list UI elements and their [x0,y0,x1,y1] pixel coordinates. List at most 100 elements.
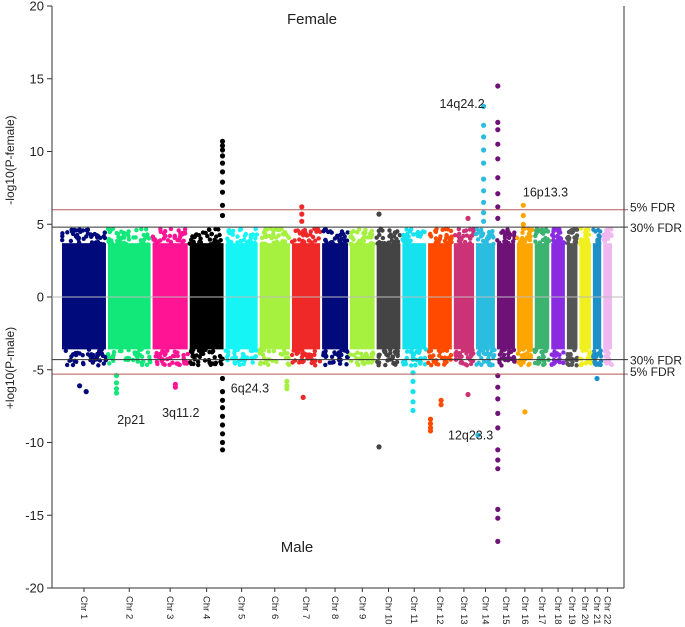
snp-point [144,362,150,367]
chr-label-3: Chr 3 [164,596,175,619]
snp-point [158,238,163,243]
snp-point [495,238,500,243]
snp-point [527,230,532,235]
snp-point [537,240,542,245]
snp-point [248,235,254,240]
snp-point [160,348,165,354]
peak-point [219,447,226,453]
snp-point [206,357,212,363]
peak-point [172,384,178,390]
band-core [402,243,427,350]
snp-point [182,361,187,366]
snp-point [608,233,613,238]
snp-point [481,359,487,364]
snp-point [158,229,163,234]
snp-point [291,348,296,353]
snp-point [63,348,68,353]
snp-point [312,348,317,354]
chr-label-7: Chr 7 [300,596,311,619]
fdr-label-4: 5% FDR [630,365,676,379]
snp-point [323,362,328,368]
snp-point [532,349,538,355]
snp-point [257,347,263,352]
chr-band-13 [453,226,476,368]
band-core [62,243,106,350]
peak-point [495,506,501,512]
peak-cluster [520,202,526,227]
peak-point [495,83,501,89]
snp-point [286,234,291,240]
snp-point [389,234,394,240]
snp-point [485,360,491,365]
snp-point [80,228,86,233]
snp-point [533,233,538,239]
snp-point [294,351,299,356]
snp-point [394,359,400,365]
peak-point [495,466,501,472]
snp-point [279,226,284,232]
snp-point [408,238,413,243]
snp-point [126,229,131,234]
snp-point [491,241,496,247]
snp-point [530,227,535,232]
snp-point [313,238,318,243]
snp-point [521,347,526,352]
snp-point [208,362,213,367]
peak-point [410,378,416,384]
snp-point [89,240,95,245]
snp-point [558,230,563,235]
band-core [152,243,188,350]
snp-point [505,241,511,246]
snp-point [422,229,427,235]
snp-point [604,227,610,233]
peak-point [495,457,501,463]
snp-point [317,359,323,364]
snp-point [387,228,392,233]
snp-point [214,234,219,239]
snp-point [282,239,288,244]
snp-point [345,349,350,354]
snp-point [555,238,560,243]
peak-cluster [299,204,305,224]
snp-point [581,237,586,243]
band-core [592,243,602,350]
snp-point [603,359,608,364]
snp-point [271,240,276,245]
snp-point [416,350,422,355]
snp-point [181,238,186,243]
snp-point [102,230,108,235]
chr-label-19: Chr 19 [566,596,577,625]
snp-point [141,232,146,238]
snp-point [572,239,577,245]
peak-point [495,119,501,125]
peak-point [495,410,501,416]
peak-point [299,211,305,217]
snp-point [390,355,396,360]
peak-point [299,204,305,210]
y-tick-label: -10 [25,435,44,450]
peak-cluster [495,373,501,545]
snp-point [225,354,230,359]
snp-point [101,361,107,366]
snp-point [444,240,450,246]
snp-point [253,354,258,359]
snp-point [351,352,357,358]
snp-point [561,350,566,355]
snp-point [448,228,454,234]
snp-point [461,229,467,234]
snp-point [153,240,158,245]
snp-point [377,232,382,238]
peak-cluster [594,375,600,382]
y-tick-label: -5 [32,362,44,377]
peak-cluster [427,416,434,434]
chr-band-1 [60,227,109,368]
snp-point [415,230,420,235]
snp-point [305,352,310,357]
snp-point [118,236,124,242]
snp-point [208,242,213,247]
snp-point [388,350,393,356]
chr-label-18: Chr 18 [552,596,563,625]
locus-label-5: 6q24.3 [231,381,269,395]
snp-point [383,362,388,368]
snp-point [344,354,350,360]
